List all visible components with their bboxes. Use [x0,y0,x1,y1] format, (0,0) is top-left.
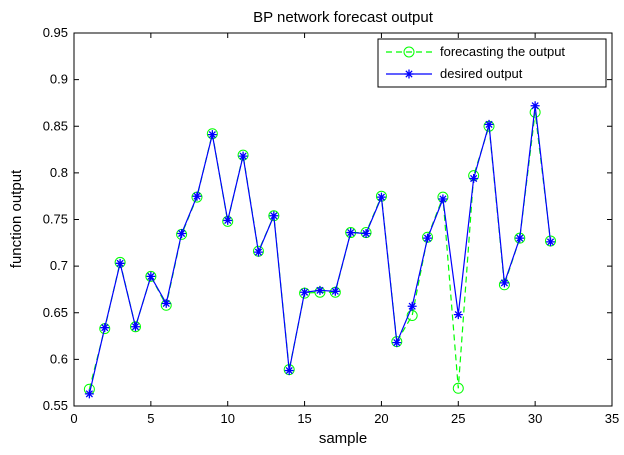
data-point [84,389,94,399]
y-tick-label: 0.95 [43,25,68,40]
x-tick-label: 15 [297,411,311,426]
y-tick-label: 0.55 [43,398,68,413]
data-point [284,366,294,376]
data-point [161,298,171,308]
data-point [346,228,356,238]
data-point [238,151,248,161]
plot-area [73,32,613,407]
data-point [376,192,386,202]
data-point [115,258,125,268]
legend: forecasting the output desired output [377,38,607,88]
data-point [392,338,402,348]
series-desired [84,101,556,399]
data-point [361,228,371,238]
legend-desired-marker [404,69,414,79]
data-point [300,287,310,297]
y-tick-label: 0.75 [43,212,68,227]
data-point [515,233,525,243]
data-point [469,173,479,183]
y-tick-label: 0.6 [50,351,68,366]
x-tick-label: 10 [220,411,234,426]
y-axis-label: function output [8,169,25,268]
y-tick-label: 0.65 [43,305,68,320]
y-tick-label: 0.8 [50,165,68,180]
x-tick-label: 35 [605,411,619,426]
data-point [223,215,233,225]
data-point [423,233,433,243]
legend-desired-label: desired output [440,66,523,81]
chart-title: BP network forecast output [253,9,434,26]
legend-forecast-label: forecasting the output [440,44,565,59]
x-tick-label: 30 [528,411,542,426]
x-tick-label: 25 [451,411,465,426]
data-point [145,270,157,282]
data-point [129,321,141,333]
y-tick-label: 0.9 [50,72,68,87]
data-point [530,101,540,111]
data-point [146,271,156,281]
data-point [499,278,509,288]
data-point [192,191,202,201]
data-point [546,237,556,247]
data-point [438,194,448,204]
legend-forecast-marker [403,46,415,58]
data-point [100,323,110,333]
x-tick-label: 5 [147,411,154,426]
ticks-layer: 0 5 10 15 20 25 30 35 0.55 0.6 0.65 0.7 0.75 0.8 0.85 0… [43,25,620,426]
legend-box [377,38,607,88]
series-layer [83,101,557,399]
data-point [269,211,279,221]
y-tick-label: 0.85 [43,118,68,133]
data-point [207,130,217,140]
data-point [177,228,187,238]
x-axis-label: sample [319,430,367,447]
y-tick-label: 0.7 [50,258,68,273]
data-point [453,310,463,320]
data-point [330,286,340,296]
x-tick-label: 0 [70,411,77,426]
data-point [484,119,494,129]
data-point [130,322,140,332]
data-point [253,247,263,257]
data-point [407,301,417,311]
x-tick-label: 20 [374,411,388,426]
data-point [315,285,325,295]
data-point [452,382,464,394]
